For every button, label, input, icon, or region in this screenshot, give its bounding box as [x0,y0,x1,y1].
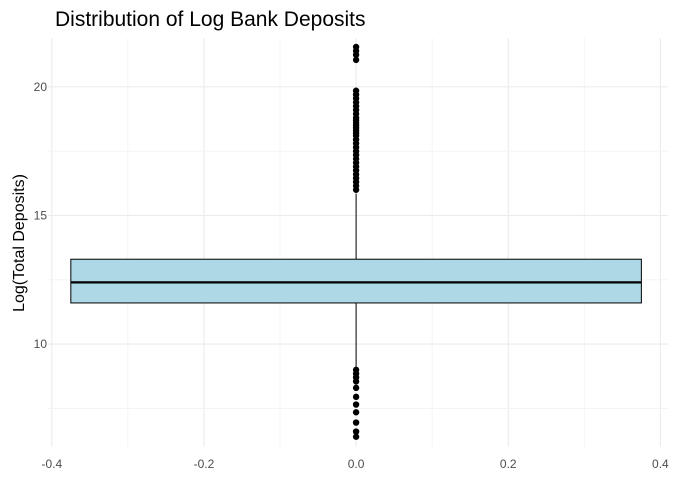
outlier-point [352,401,360,408]
x-tick-label: -0.2 [194,457,215,471]
y-axis-ticks: 10 15 20 [34,80,48,351]
outlier-point [352,56,360,64]
x-tick-label: -0.4 [41,457,62,471]
outlier-point [352,384,360,392]
x-tick-label: 0.4 [652,457,669,471]
outlier-point [352,51,360,58]
outlier-point [352,393,360,401]
x-tick-label: 0.0 [348,457,365,471]
box-and-whisker [70,193,642,369]
y-tick-label: 20 [34,80,48,94]
outlier-point [352,409,360,416]
chart-title: Distribution of Log Bank Deposits [55,8,366,31]
x-tick-label: 0.2 [500,457,517,471]
y-axis-title: Log(Total Deposits) [11,174,28,312]
outlier-point [352,428,360,435]
iqr-box [70,258,642,304]
y-tick-label: 15 [34,208,48,222]
outlier-point [352,186,360,193]
y-tick-label: 10 [34,337,48,351]
outlier-point [352,433,360,440]
outlier-point [352,378,360,385]
outlier-points [352,43,360,440]
x-axis-ticks: -0.4 -0.2 0.0 0.2 0.4 [41,457,669,471]
outlier-point [352,419,360,426]
